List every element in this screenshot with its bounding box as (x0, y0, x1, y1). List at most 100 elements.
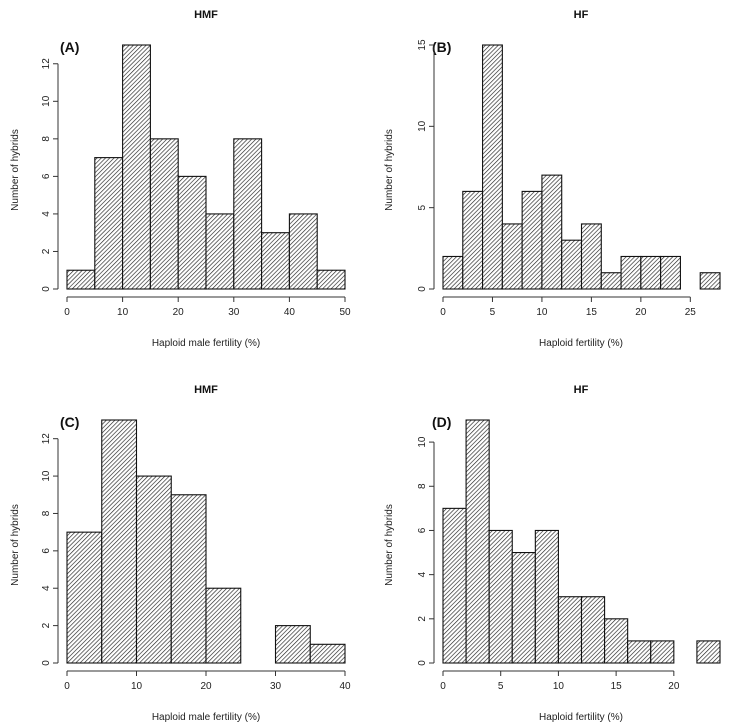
panel-d-bar (627, 640, 652, 664)
panel-c-bar (170, 494, 207, 664)
panel-b-x-tick-label: 5 (490, 307, 496, 318)
panel-b-bar (561, 239, 583, 290)
panel-b-title: HF (574, 9, 589, 21)
panel-b-bar (501, 223, 523, 290)
panel-b-y-tick-label: 0 (417, 286, 428, 292)
panel-c-bar (66, 531, 103, 664)
panel-b-bar (462, 190, 484, 290)
panel-a-y-tick-label: 6 (41, 173, 52, 179)
panel-b-label: (B) (432, 39, 451, 55)
panel-d-bar (696, 640, 721, 664)
panel-a-bar (94, 157, 124, 290)
panel-c-y-tick-label: 8 (41, 510, 52, 516)
panel-a-y-axis: 0 2 4 6 8 10 12 (41, 58, 59, 292)
panel-c-x-tick-label: 20 (200, 681, 212, 692)
panel-c-x-tick-label: 40 (339, 681, 351, 692)
panel-a-x-tick-label: 30 (228, 307, 240, 318)
panel-b-x-tick-label: 15 (586, 307, 598, 318)
panel-b-bar (660, 255, 681, 290)
panel-d-x-axis: 0 5 10 15 20 (440, 670, 680, 692)
panel-a-x-tick-label: 20 (173, 307, 185, 318)
panel-a-x-tick-label: 10 (117, 307, 129, 318)
panel-a-label: (A) (60, 39, 79, 55)
panel-a-bar (261, 232, 290, 290)
panel-d-bar (534, 529, 559, 664)
panel-c-x-axis: 0 10 20 30 40 (64, 670, 351, 692)
panel-d-y-label: Number of hybrids (384, 504, 395, 586)
panel-b-y-tick-label: 15 (417, 39, 428, 51)
panel-c-y-axis: 0 2 4 6 8 10 12 (41, 433, 59, 666)
panel-d: HF (D) 0 5 10 15 20 0 2 4 6 8 10 Haploid fertilit… (384, 384, 721, 723)
panel-d-y-tick-label: 8 (417, 483, 428, 489)
panel-b-y-label: Number of hybrids (384, 129, 395, 211)
panel-a-bar (122, 44, 151, 290)
panel-c-y-tick-label: 0 (41, 660, 52, 666)
panel-c-y-tick-label: 10 (41, 470, 52, 482)
panel-b-x-axis: 0 5 10 15 20 25 (440, 296, 697, 318)
panel-d-x-tick-label: 10 (553, 681, 565, 692)
panel-a-bar (149, 138, 179, 290)
panel-a-bar (316, 269, 346, 290)
panel-c-x-label: Haploid male fertility (%) (152, 712, 260, 723)
panel-d-bar (511, 551, 536, 664)
panel-c-x-tick-label: 10 (131, 681, 143, 692)
panel-a: HMF (A) 0 10 20 30 40 50 0 2 4 6 8 10 12 Haploid ma… (10, 9, 351, 349)
panel-a-bar (66, 269, 96, 290)
panel-a-y-tick-label: 8 (41, 136, 52, 142)
panel-c-y-label: Number of hybrids (10, 504, 21, 586)
panel-a-bar (205, 213, 235, 290)
panel-a-y-tick-label: 4 (41, 211, 52, 217)
panel-a-bar (288, 213, 318, 290)
panel-d-x-tick-label: 5 (498, 681, 504, 692)
panel-b-x-tick-label: 25 (685, 307, 697, 318)
panel-c-y-tick-label: 12 (41, 433, 52, 445)
panel-b-bar (521, 190, 543, 290)
panel-d-y-tick-label: 0 (417, 660, 428, 666)
panel-c-x-tick-label: 0 (64, 681, 70, 692)
panel-d-bar (580, 596, 606, 664)
panel-b-bar (541, 174, 563, 290)
panel-b-bar (620, 255, 642, 290)
panel-c-bar (101, 419, 138, 664)
panel-d-bars (442, 419, 721, 664)
panel-c-bars (66, 419, 346, 664)
panel-c-bar (309, 643, 346, 664)
panel-d-title: HF (574, 384, 589, 396)
panel-b-y-tick-label: 10 (417, 120, 428, 132)
panel-d-bar (488, 529, 513, 664)
panel-c-bar (135, 475, 172, 664)
panel-c-bar (205, 587, 242, 664)
panel-d-bar (557, 596, 583, 664)
panel-a-x-tick-label: 50 (339, 307, 351, 318)
panel-a-title: HMF (194, 9, 218, 21)
panel-a-y-tick-label: 0 (41, 286, 52, 292)
panel-b-x-tick-label: 20 (635, 307, 647, 318)
panel-d-y-tick-label: 4 (417, 571, 428, 577)
panel-d-x-label: Haploid fertility (%) (539, 712, 623, 723)
panel-d-bar (442, 507, 467, 664)
panel-a-bar (233, 138, 263, 290)
panel-b-y-axis: 0 5 10 15 (417, 39, 435, 292)
panel-d-y-tick-label: 10 (417, 436, 428, 448)
panel-a-y-tick-label: 12 (41, 58, 52, 70)
panel-b-x-label: Haploid fertility (%) (539, 338, 623, 349)
panel-b-bar (699, 272, 721, 290)
panel-d-label: (D) (432, 414, 451, 430)
panel-c-x-tick-label: 30 (270, 681, 282, 692)
panel-d-bar (465, 419, 490, 664)
panel-b-bar (640, 255, 662, 290)
panel-c-title: HMF (194, 384, 218, 396)
panel-a-bar (177, 175, 207, 290)
panel-c-bar (274, 625, 311, 664)
panel-b-x-tick-label: 0 (440, 307, 446, 318)
panel-b-bar (442, 255, 464, 290)
panel-d-x-tick-label: 0 (440, 681, 446, 692)
panel-a-bars (66, 44, 346, 290)
panel-b-bar (580, 223, 602, 290)
panel-d-bar (650, 640, 675, 664)
panel-b-bars (442, 44, 721, 290)
panel-a-y-label: Number of hybrids (10, 129, 21, 211)
panel-a-x-axis: 0 10 20 30 40 50 (64, 296, 351, 318)
panel-d-x-tick-label: 15 (611, 681, 623, 692)
panel-a-x-tick-label: 0 (64, 307, 70, 318)
